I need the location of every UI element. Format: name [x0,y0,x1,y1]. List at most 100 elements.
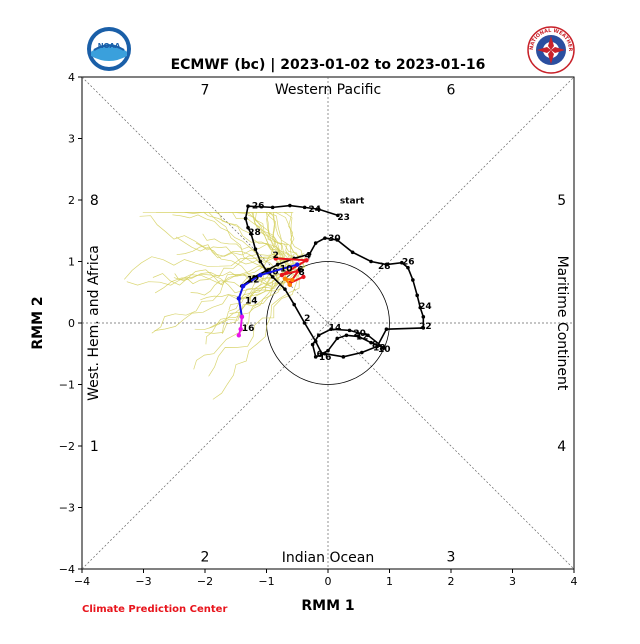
forecast-orange-point [290,277,295,283]
footer-credit: Climate Prediction Center [82,604,228,615]
y-axis-label: RMM 2 [30,296,46,349]
observed-track-point [302,205,307,210]
forecast-magenta-point [236,333,242,338]
observed-date-label: 28 [378,262,391,272]
x-tick-label: −1 [258,575,274,588]
forecast-red-point [296,268,301,273]
phase-number-label: 8 [90,193,99,209]
phase-number-label: 3 [447,550,456,566]
forecast-magenta-point [238,326,243,332]
observed-track-point [249,232,253,236]
forecast-blue-point [236,296,242,301]
observed-track-point [336,213,340,218]
forecast-red-point [273,256,278,261]
forecast-orange-point [287,282,293,288]
phase-number-label: 5 [557,193,566,209]
ensemble-member-line [151,251,280,334]
ensemble-member-line [154,264,289,331]
observed-date-label: 24 [308,205,321,215]
observed-track-point [320,351,324,356]
observed-track-point [270,205,275,210]
y-tick-label: −4 [59,563,75,576]
observed-track-point [288,203,292,208]
forecast-magenta-point [239,314,245,320]
forecast-day-label: 16 [242,324,255,334]
observed-track-point [264,268,269,273]
x-tick-label: 0 [325,575,332,588]
observed-track-point [310,342,315,347]
ensemble-member-line [152,259,287,286]
observed-track-point [326,348,330,353]
forecast-day-label: 8 [298,268,304,278]
forecast-day-label: 14 [245,296,258,306]
observed-track-point [246,204,250,208]
y-tick-label: −3 [59,502,75,515]
observed-track-point [270,275,275,279]
observed-date-label: 23 [337,213,350,223]
observed-track-point [253,247,258,251]
observed-track-point [316,207,321,212]
y-tick-label: 2 [68,194,75,207]
ensemble-member-line [204,211,282,251]
observed-track-point [347,328,352,333]
region-label-left: West. Hem. and Africa [86,245,102,401]
observed-track-point [323,236,327,240]
x-axis-label: RMM 1 [301,598,354,614]
forecast-red-point [304,258,309,263]
region-label-top: Western Pacific [275,82,381,98]
ensemble-member-line [193,274,286,370]
x-tick-label: −4 [74,575,90,588]
forecast-day-label: 4 [305,251,311,261]
observed-date-label: 10 [378,345,391,355]
observed-track-point [246,225,250,230]
observed-date-label: 2 [304,314,310,324]
observed-track-point [375,344,380,349]
region-label-right: Maritime Continent [554,256,570,391]
observed-track-point [384,327,389,331]
ensemble-member-line [208,262,302,377]
observed-track-point [356,334,361,339]
y-tick-label: 0 [68,317,75,330]
ensemble-member-line [174,271,281,285]
forecast-blue-point [258,272,263,278]
noaa-logo: NOAA [87,27,131,71]
x-tick-label: −2 [197,575,213,588]
observed-track-point [366,333,370,338]
observed-track-point [384,262,389,267]
phase-number-label: 4 [557,439,566,455]
ensemble-member-line [176,244,279,281]
observed-track-point [329,327,333,331]
unit-circle [266,261,390,385]
forecast-orange-point [282,276,288,281]
observed-track-point [406,265,410,270]
observed-track-point [243,216,248,221]
observed-track-point [275,262,280,267]
observed-track-line [241,204,425,358]
observed-date-label: 26 [402,258,415,268]
y-tick-label: −1 [59,379,75,392]
observed-track-point [323,351,327,356]
observed-track-point [292,302,296,307]
forecast-blue-point [240,283,246,289]
observed-date-label: 20 [353,329,366,339]
y-tick-label: 1 [68,256,75,269]
observed-track-point [360,350,364,355]
observed-track-point [381,345,386,350]
x-tick-label: 2 [448,575,455,588]
phase-number-label: 6 [447,82,456,98]
phase-number-label: 7 [201,82,210,98]
observed-track-point [313,355,318,359]
y-tick-label: 3 [68,133,75,146]
observed-track-point [283,287,287,291]
x-tick-label: 1 [386,575,393,588]
observed-date-label: 24 [419,302,432,312]
observed-date-label: 18 [373,344,386,354]
observed-date-label: 6 [316,350,322,360]
phase-number-label: 2 [201,550,210,566]
ensemble-member-line [279,211,295,253]
forecast-day-label: 2 [273,251,279,261]
observed-track-point [421,326,426,330]
observed-track-point [344,333,349,338]
